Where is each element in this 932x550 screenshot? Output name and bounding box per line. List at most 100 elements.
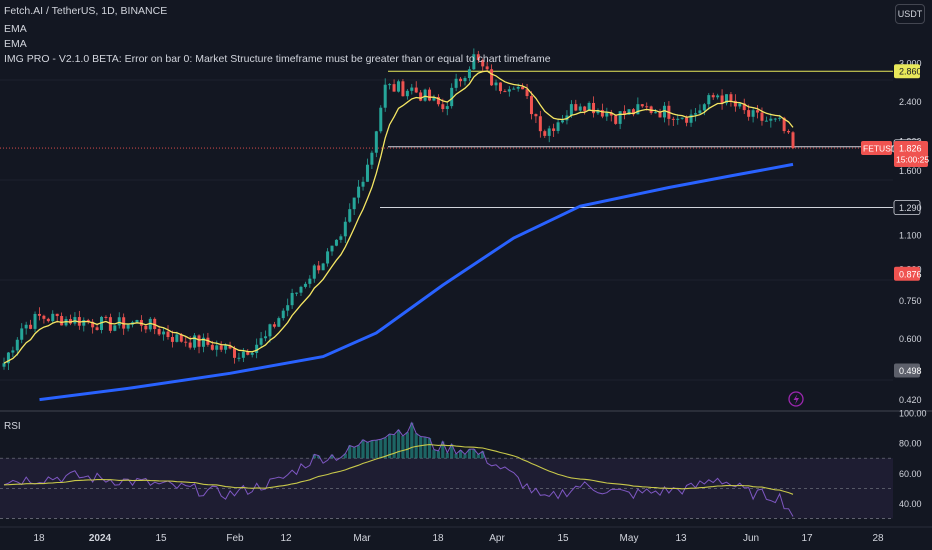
candle-body	[525, 89, 529, 97]
candle-body	[321, 263, 325, 271]
candle-body	[179, 334, 183, 342]
price-tick: 0.750	[899, 296, 922, 306]
candle-body	[636, 104, 640, 115]
candle-body	[60, 316, 64, 326]
candle-body	[747, 110, 751, 117]
candle-body	[782, 117, 786, 132]
price-tick: 3.000	[899, 59, 922, 69]
candle-body	[578, 106, 582, 111]
price-label: 2.860	[899, 67, 922, 77]
candle-body	[6, 352, 10, 364]
candle-body	[11, 350, 15, 353]
indicator-ema-fast[interactable]: EMA	[4, 23, 27, 35]
candle-body	[689, 114, 693, 123]
price-tick: 0.420	[899, 395, 922, 405]
candle-body	[343, 221, 347, 237]
time-tick: 18	[432, 533, 444, 544]
candle-body	[388, 84, 392, 86]
candle-body	[42, 315, 46, 319]
candle-body	[148, 318, 152, 330]
price-label: 0.876	[899, 269, 922, 279]
candle-body	[100, 316, 104, 330]
candle-body	[756, 110, 760, 113]
candle-body	[605, 112, 609, 117]
candle-body	[264, 336, 268, 339]
candle-body	[716, 95, 720, 98]
ema-fast-path	[3, 70, 794, 364]
price-labels: 2.8601.8401.2900.8760.498FETUSDT1.82615:…	[861, 64, 929, 378]
candle-body	[423, 89, 427, 101]
candle-body	[290, 292, 294, 306]
candle-body	[82, 320, 86, 326]
candle-body	[210, 344, 214, 350]
candle-body	[600, 110, 604, 117]
candle-body	[432, 97, 436, 101]
candle-body	[352, 197, 356, 210]
indicator-ema-slow[interactable]: EMA	[4, 38, 27, 50]
candle-body	[86, 320, 90, 322]
candle-body	[410, 87, 414, 91]
candle-body	[472, 54, 476, 70]
candle-body	[281, 310, 285, 319]
candle-body	[68, 319, 72, 324]
candle-body	[374, 131, 378, 153]
candle-body	[428, 89, 432, 101]
candle-body	[232, 348, 236, 358]
price-label-box	[893, 200, 921, 215]
candle-body	[334, 239, 338, 246]
candle-body	[135, 320, 139, 323]
candle-body	[654, 112, 658, 114]
ema-slow-line	[39, 162, 794, 402]
candle-body	[592, 102, 596, 114]
candle-body	[561, 120, 565, 123]
candle-body	[711, 95, 715, 98]
candle-body	[791, 132, 795, 149]
candle-body	[361, 181, 365, 187]
candle-body	[640, 104, 644, 107]
price-label-box	[894, 64, 920, 79]
time-tick: 28	[872, 533, 884, 544]
candle-body	[162, 331, 166, 335]
lightning-icon[interactable]	[788, 391, 804, 407]
candle-body	[91, 321, 95, 328]
symbol-title: Fetch.AI / TetherUS, 1D, BINANCE	[4, 5, 168, 17]
candle-body	[51, 313, 55, 322]
rsi-tick: 80.00	[899, 439, 922, 449]
candle-body	[272, 324, 276, 327]
candle-body	[623, 111, 627, 115]
candles	[2, 48, 795, 371]
quote-currency-button[interactable]: USDT	[895, 4, 925, 24]
time-tick: 13	[675, 533, 687, 544]
time-tick: 2024	[89, 533, 112, 544]
candle-body	[702, 104, 706, 111]
candle-body	[250, 352, 254, 355]
candle-body	[583, 106, 587, 111]
candle-body	[122, 317, 126, 329]
candle-body	[729, 94, 733, 101]
candle-body	[330, 245, 334, 252]
candle-body	[671, 118, 675, 120]
time-tick: May	[620, 533, 639, 544]
candle-body	[308, 278, 312, 284]
candle-body	[29, 324, 33, 329]
horizontal-levels	[0, 70, 893, 209]
candle-body	[166, 331, 170, 337]
candle-body	[751, 110, 755, 117]
candle-body	[379, 107, 383, 132]
indicator-img-pro[interactable]: IMG PRO - V2.1.0 BETA: Error on bar 0: M…	[4, 53, 551, 65]
candle-body	[436, 97, 440, 105]
candle-body	[405, 90, 409, 97]
candle-body	[725, 94, 729, 104]
candle-body	[201, 337, 205, 347]
candle-body	[441, 104, 445, 110]
candle-body	[175, 334, 179, 342]
candle-body	[259, 338, 263, 345]
candle-body	[609, 112, 613, 116]
time-tick: 17	[801, 533, 813, 544]
candle-body	[587, 102, 591, 111]
candle-body	[401, 81, 405, 97]
candle-body	[507, 89, 511, 92]
candle-body	[224, 345, 228, 350]
candle-body	[769, 118, 773, 121]
